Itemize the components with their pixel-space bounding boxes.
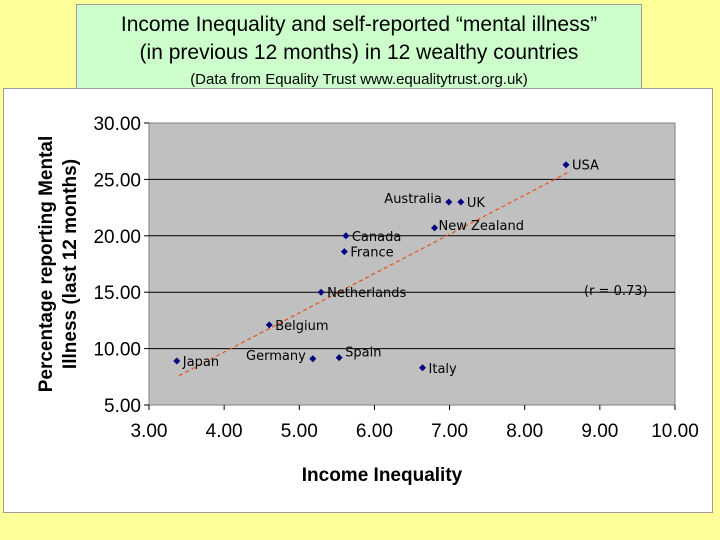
point-label-belgium: Belgium bbox=[275, 319, 328, 334]
point-label-uk: UK bbox=[467, 196, 486, 211]
point-germany bbox=[309, 355, 317, 363]
point-label-canada: Canada bbox=[352, 230, 401, 245]
point-label-new-zealand: New Zealand bbox=[439, 219, 524, 234]
y-tick-label: 10.00 bbox=[93, 340, 141, 361]
trend-line bbox=[178, 170, 571, 377]
chart-frame: 5.00 10.00 15.00 20.00 25.00 30.00 3.00 4.00 5.0… bbox=[3, 88, 713, 513]
y-axis-label-line-2: Illness (last 12 months) bbox=[60, 159, 81, 369]
point-new-zealand bbox=[431, 224, 439, 232]
x-tick-label: 7.00 bbox=[431, 421, 468, 442]
chart-title-line-2: (in previous 12 months) in 12 wealthy co… bbox=[139, 41, 579, 64]
x-tick-label: 8.00 bbox=[506, 421, 543, 442]
point-italy bbox=[419, 364, 427, 372]
point-label-usa: USA bbox=[572, 159, 599, 174]
point-label-australia: Australia bbox=[384, 192, 442, 207]
correlation-annotation: (r = 0.73) bbox=[584, 284, 648, 299]
scatter-chart: 5.00 10.00 15.00 20.00 25.00 30.00 3.00 4.00 5.0… bbox=[36, 114, 699, 486]
plot-area bbox=[148, 122, 676, 406]
point-australia bbox=[445, 198, 453, 206]
chart-subtitle: (Data from Equality Trust www.equalitytr… bbox=[190, 71, 528, 88]
point-label-netherlands: Netherlands bbox=[327, 286, 406, 301]
point-netherlands bbox=[317, 288, 325, 296]
point-belgium bbox=[265, 321, 273, 329]
x-tick-label: 5.00 bbox=[281, 421, 318, 442]
x-axis-label: Income Inequality bbox=[302, 465, 463, 486]
x-tick-label: 10.00 bbox=[651, 421, 699, 442]
chart-title-line-1: Income Inequality and self-reported “men… bbox=[120, 13, 598, 36]
point-label-italy: Italy bbox=[429, 362, 458, 377]
x-tick-label: 6.00 bbox=[356, 421, 393, 442]
point-canada bbox=[342, 232, 350, 240]
point-france bbox=[340, 248, 348, 256]
point-uk bbox=[457, 198, 465, 206]
y-tick-label: 5.00 bbox=[104, 396, 141, 417]
point-spain bbox=[335, 354, 343, 362]
y-tick-label: 15.00 bbox=[93, 283, 141, 304]
point-japan bbox=[173, 357, 181, 365]
x-tick-label: 3.00 bbox=[131, 421, 168, 442]
title-box: Income Inequality and self-reported “men… bbox=[76, 4, 642, 96]
point-usa bbox=[562, 161, 570, 169]
y-tick-label: 30.00 bbox=[93, 114, 141, 135]
y-tick-label: 20.00 bbox=[93, 227, 141, 248]
point-label-france: France bbox=[350, 246, 393, 261]
x-tick-label: 9.00 bbox=[581, 421, 618, 442]
x-tick-label: 4.00 bbox=[206, 421, 243, 442]
y-tick-label: 25.00 bbox=[93, 170, 141, 191]
point-label-japan: Japan bbox=[182, 355, 219, 370]
point-label-germany: Germany bbox=[246, 349, 306, 364]
y-axis-label-line-1: Percentage reporting Mental bbox=[36, 136, 57, 393]
point-label-spain: Spain bbox=[345, 346, 381, 361]
